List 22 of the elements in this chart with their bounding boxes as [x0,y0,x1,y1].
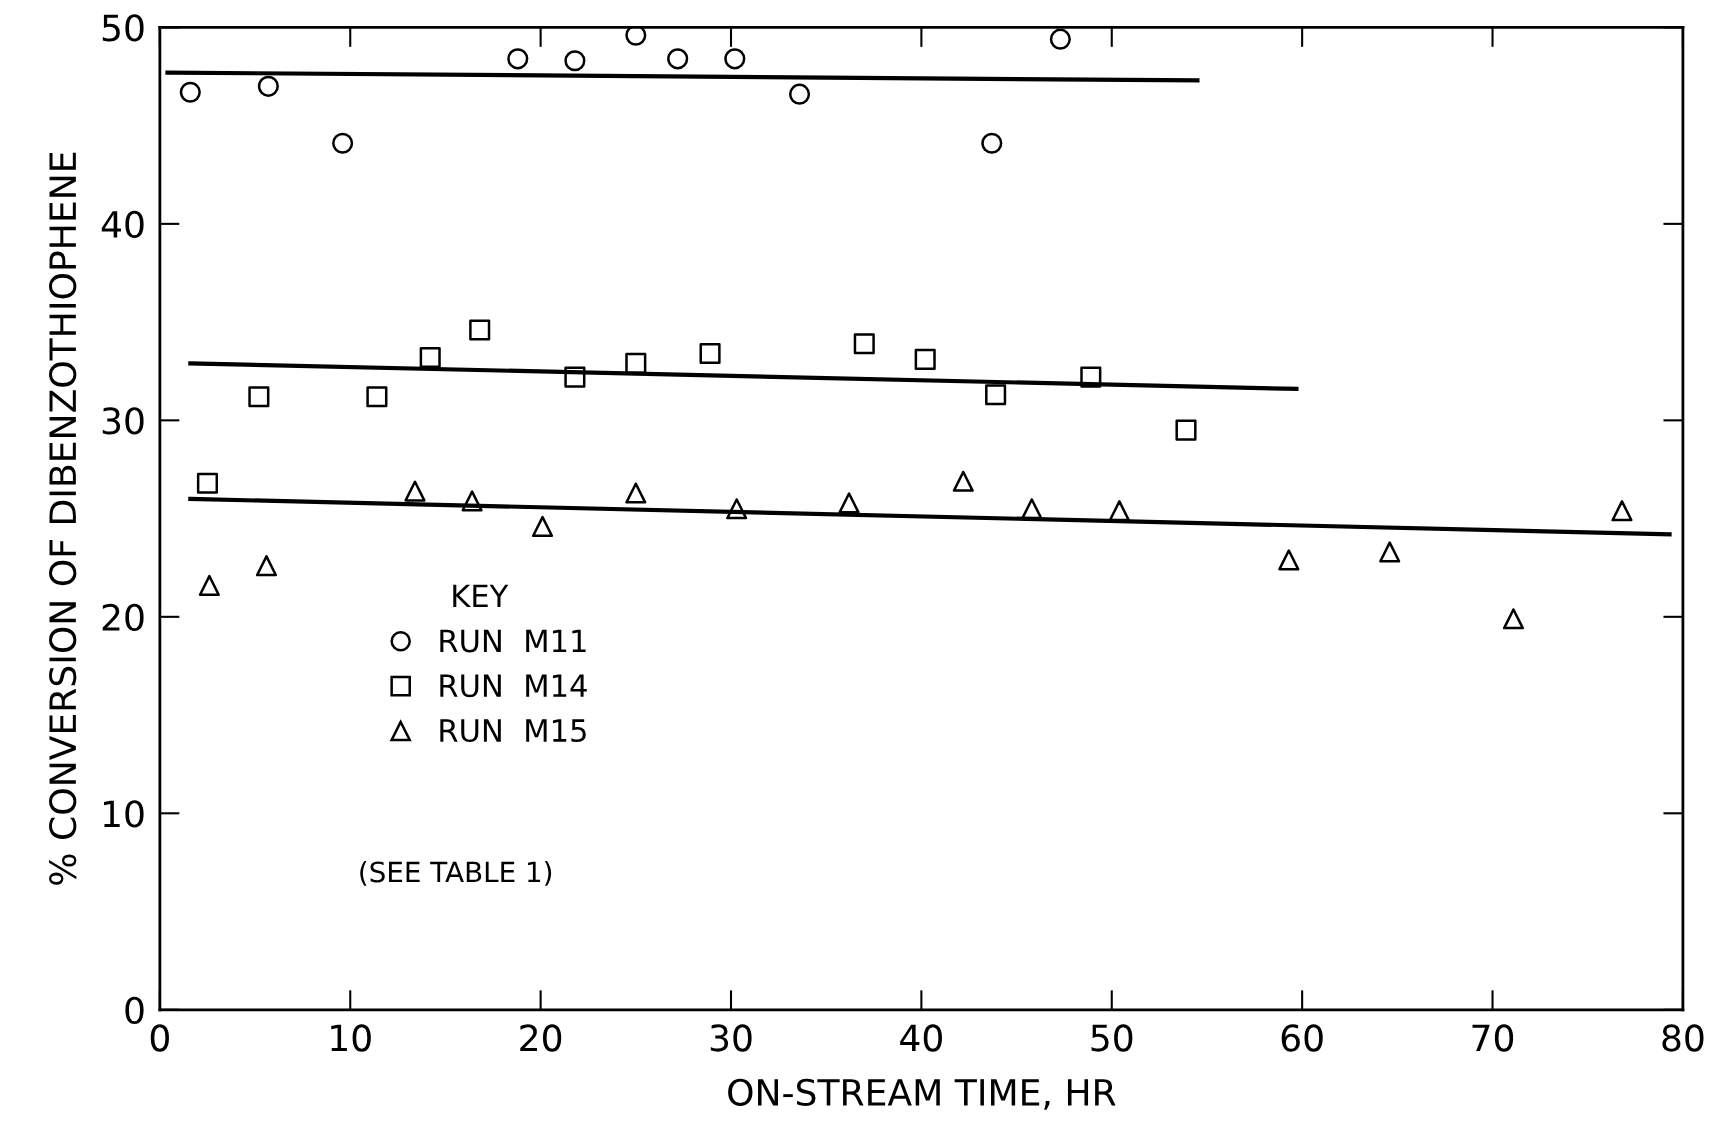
x-tick-label: 30 [710,1024,752,1052]
x-tick-label: 20 [520,1024,562,1052]
x-tick-label: 80 [1662,1024,1704,1052]
legend-label: RUN M15 [440,719,586,743]
y-tick-label: 30 [102,407,144,435]
x-tick-label: 50 [1091,1024,1133,1052]
y-tick-label: 40 [101,210,144,239]
y-axis-title: % CONVERSION OF DIBENZOTHIOPHENE [49,152,77,885]
y-tick-label: 20 [102,603,144,632]
y-tick-label: 0 [125,996,144,1025]
legend-label: RUN M11 [440,629,586,653]
legend-title: KEY [453,584,509,608]
x-tick-label: 60 [1281,1024,1323,1052]
x-axis-title: ON-STREAM TIME, HR [728,1078,1116,1110]
legend-label: RUN M14 [440,674,587,698]
annotation: (SEE TABLE 1) [360,861,552,886]
x-tick-label: 10 [331,1024,371,1052]
y-tick-label: 50 [102,14,144,42]
x-tick-label: 40 [900,1024,942,1052]
x-tick-label: 0 [150,1024,169,1052]
x-tick-label: 70 [1472,1024,1514,1052]
y-tick-label: 10 [103,800,144,828]
